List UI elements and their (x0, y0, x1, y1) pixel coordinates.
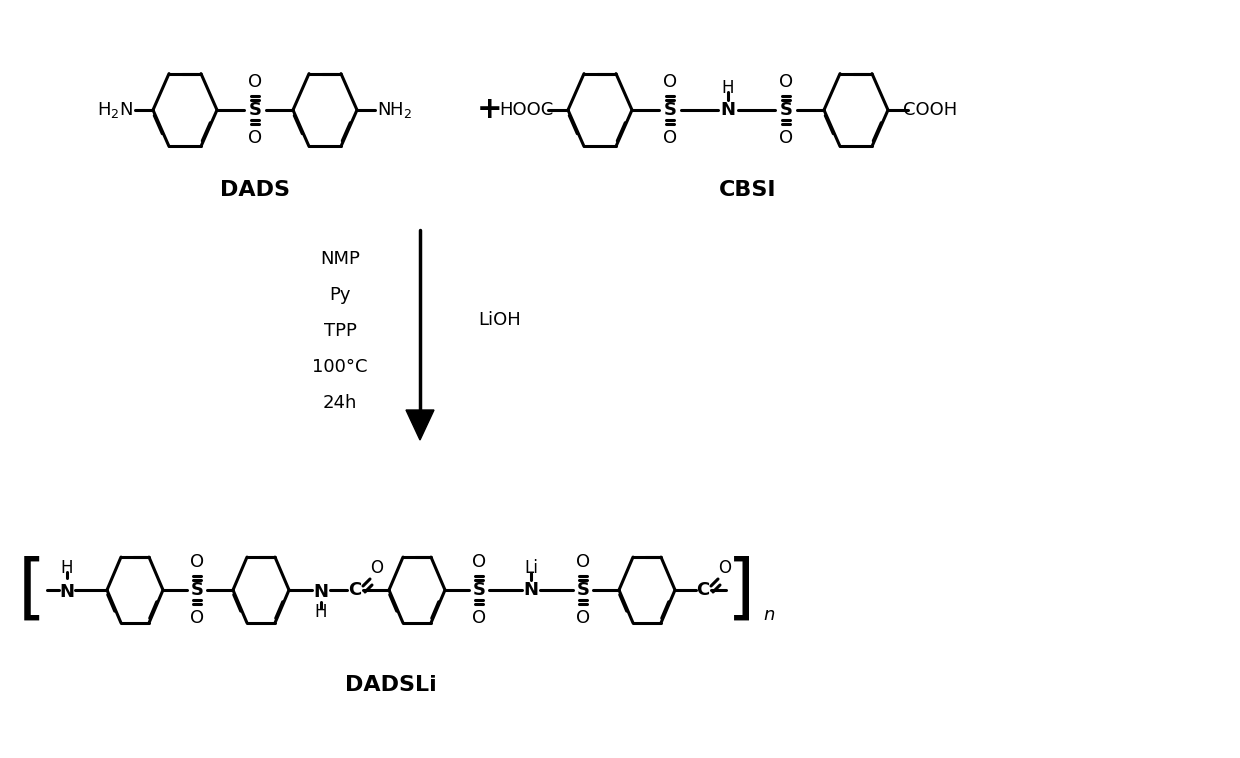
Text: NMP: NMP (320, 250, 360, 268)
Text: O: O (190, 553, 205, 571)
Text: DADSLi: DADSLi (345, 675, 436, 695)
Text: +: + (477, 96, 502, 124)
Text: [: [ (17, 556, 46, 625)
Text: S: S (663, 101, 677, 119)
Text: O: O (779, 73, 794, 91)
Text: N: N (314, 583, 329, 601)
Text: O: O (575, 609, 590, 627)
Text: C: C (348, 581, 362, 599)
Text: O: O (663, 73, 677, 91)
Text: O: O (190, 609, 205, 627)
Text: O: O (575, 553, 590, 571)
Text: S: S (191, 581, 203, 599)
Text: LiOH: LiOH (479, 311, 521, 329)
Text: H: H (61, 559, 73, 577)
Text: N: N (523, 581, 538, 599)
Text: O: O (248, 73, 262, 91)
Text: O: O (472, 609, 486, 627)
Text: NH$_2$: NH$_2$ (377, 100, 413, 120)
Text: 100°C: 100°C (312, 358, 368, 376)
Text: CBSI: CBSI (719, 180, 776, 200)
Text: O: O (371, 559, 383, 577)
Text: S: S (248, 101, 262, 119)
Text: C: C (697, 581, 709, 599)
Text: O: O (718, 559, 732, 577)
Text: 24h: 24h (322, 394, 357, 412)
Text: TPP: TPP (324, 322, 356, 340)
Text: Py: Py (330, 286, 351, 304)
Text: DADS: DADS (219, 180, 290, 200)
Text: O: O (472, 553, 486, 571)
Polygon shape (405, 410, 434, 440)
Text: N: N (720, 101, 735, 119)
Text: HOOC: HOOC (498, 101, 553, 119)
Text: S: S (472, 581, 486, 599)
Text: S: S (577, 581, 589, 599)
Text: H: H (722, 79, 734, 97)
Text: Li: Li (525, 559, 538, 577)
Text: O: O (663, 129, 677, 147)
Text: S: S (780, 101, 792, 119)
Text: n: n (764, 606, 775, 624)
Text: O: O (248, 129, 262, 147)
Text: O: O (779, 129, 794, 147)
Text: H$_2$N: H$_2$N (97, 100, 133, 120)
Text: COOH: COOH (903, 101, 957, 119)
Text: ]: ] (727, 556, 755, 625)
Text: N: N (60, 583, 74, 601)
Text: H: H (315, 603, 327, 621)
